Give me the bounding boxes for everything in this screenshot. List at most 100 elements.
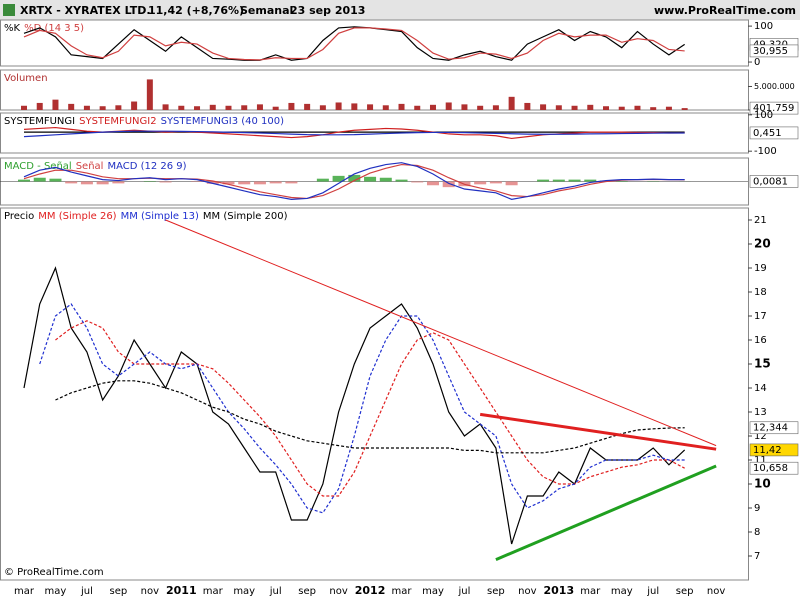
quote: 11,42 (+8,76%) [148, 4, 244, 17]
series-line [39, 303, 685, 514]
bar [319, 105, 326, 110]
hist-bar [159, 181, 172, 183]
bar [382, 105, 389, 110]
hist-bar [505, 181, 518, 186]
y-tick-label: 100 [754, 21, 773, 32]
series-line [23, 130, 685, 138]
bar [508, 96, 515, 110]
bar [241, 105, 248, 110]
bar [68, 103, 75, 110]
bar [162, 104, 169, 110]
y-tick-label: 18 [754, 287, 767, 298]
value-box [749, 44, 799, 58]
panel [0, 207, 749, 581]
bar [288, 102, 295, 110]
y-tick-label: 20 [754, 237, 771, 251]
hist-bar [395, 179, 408, 182]
x-tick-label: jul [646, 586, 659, 597]
hist-bar [584, 179, 597, 182]
bar [398, 103, 405, 110]
panel [0, 112, 749, 154]
bar [445, 102, 452, 110]
value-label: 0,0081 [753, 176, 788, 187]
hist-bar [285, 181, 298, 184]
bar [178, 105, 185, 110]
bar [225, 105, 232, 110]
y-tick-label: 16 [754, 335, 767, 346]
bar [351, 103, 358, 110]
legend: Precio MM (Simple 26) MM (Simple 13) MM (Si… [4, 211, 288, 222]
bar [131, 101, 138, 110]
x-tick-label: mar [203, 586, 224, 597]
bar [618, 106, 625, 110]
hist-bar [33, 177, 46, 182]
legend: MACD - Señal Señal MACD (12 26 9) [4, 161, 187, 172]
x-tick-label: sep [110, 586, 128, 597]
x-tick-label: 2011 [166, 584, 197, 597]
series-line [23, 162, 685, 200]
value-box [749, 443, 799, 457]
icon[interactable] [3, 4, 15, 16]
legend-entry: MACD (12 26 9) [107, 161, 186, 172]
legend-entry: MM (Simple 200) [203, 211, 288, 222]
x-tick-label: 2012 [355, 584, 386, 597]
period: Semanal [240, 4, 293, 17]
series-line [55, 380, 685, 454]
y-tick-label: 8 [754, 527, 760, 538]
hist-bar [238, 181, 251, 185]
y-tick-label: 10 [754, 477, 771, 491]
hist-bar [332, 175, 345, 182]
legend-entry: %K [4, 23, 21, 34]
bar [429, 104, 436, 110]
y-tick-label: 9 [754, 503, 760, 514]
bar [587, 104, 594, 110]
bar [83, 105, 90, 110]
legend-entry: Volumen [4, 73, 48, 84]
value-box [749, 126, 799, 140]
legend-entry: SYSTEMFUNGI [4, 116, 75, 127]
y-tick-label: 14 [754, 383, 767, 394]
bar [36, 102, 43, 110]
bar [650, 107, 657, 110]
y-tick-label: 21 [754, 215, 767, 226]
x-tick-label: nov [329, 586, 347, 597]
y-tick-label: 13 [754, 407, 767, 418]
x-tick-label: nov [707, 586, 725, 597]
site: www.ProRealTime.com [654, 4, 796, 17]
hist-bar [253, 181, 266, 185]
x-tick-label: sep [298, 586, 316, 597]
hist-bar [222, 181, 235, 185]
x-tick-label: nov [141, 586, 159, 597]
x-tick-label: mar [580, 586, 601, 597]
bar [99, 106, 106, 110]
bar [414, 105, 421, 110]
hist-bar [269, 181, 282, 184]
hist-bar [49, 178, 62, 182]
bar [21, 105, 27, 110]
bar [665, 106, 672, 110]
bar [540, 104, 547, 110]
legend: Volumen [4, 73, 48, 84]
hist-bar [18, 179, 30, 182]
bar [115, 105, 122, 110]
bar [335, 102, 342, 110]
bar [477, 105, 484, 110]
bar [194, 106, 201, 110]
hist-bar [112, 181, 125, 184]
hist-bar [80, 181, 93, 185]
x-tick-label: may [611, 586, 633, 597]
bar [555, 105, 562, 110]
value-label: 12,344 [753, 423, 788, 434]
y-tick-label: 7 [754, 551, 760, 562]
series-line [23, 126, 685, 140]
bar [492, 105, 499, 110]
bar [603, 106, 610, 110]
hist-bar [364, 176, 377, 182]
trendline [495, 464, 717, 561]
x-tick-label: 2013 [544, 584, 575, 597]
value-box [749, 421, 799, 435]
hist-bar [489, 181, 502, 184]
value-label: 401.759 [753, 103, 794, 114]
x-tick-label: nov [518, 586, 536, 597]
bar [209, 104, 216, 110]
